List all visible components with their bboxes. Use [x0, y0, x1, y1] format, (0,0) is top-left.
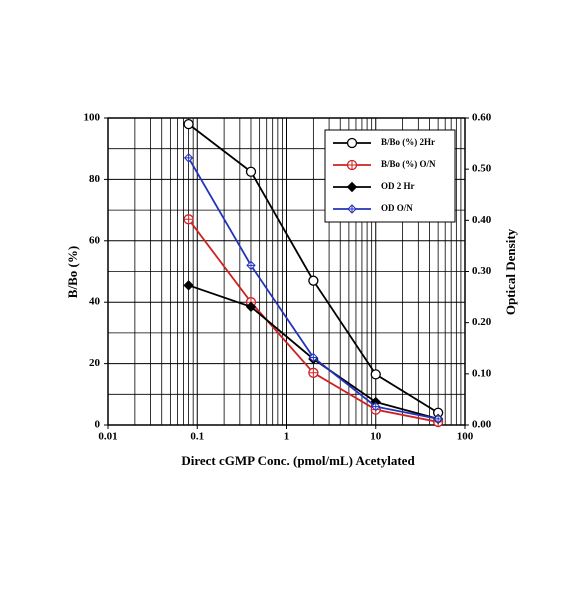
marker-plus	[348, 205, 356, 213]
marker-shape	[346, 137, 358, 149]
x-axis-label: Direct cGMP Conc. (pmol/mL) Acetylated	[181, 453, 415, 468]
legend-label: OD 2 Hr	[381, 181, 415, 191]
marker-shape	[183, 118, 194, 130]
legend: B/Bo (%) 2Hr B/Bo (%) O/N OD 2 Hr OD O/N	[324, 129, 456, 223]
marker-shape	[308, 275, 319, 286]
marker-plus	[348, 161, 356, 169]
marker-shape	[245, 301, 257, 313]
marker	[308, 367, 319, 378]
y2-tick-label: 0.50	[472, 163, 492, 175]
legend-label: B/Bo (%) O/N	[381, 159, 436, 169]
marker-shape	[370, 369, 381, 380]
y2-tick-label: 0.60	[472, 112, 492, 124]
marker	[183, 214, 194, 225]
marker-plus	[309, 368, 318, 377]
y2-tick-label: 0.40	[472, 214, 492, 226]
y2-tick-label: 0.00	[472, 419, 492, 431]
marker	[370, 369, 381, 380]
y2-tick-label: 0.30	[472, 265, 492, 277]
marker	[183, 153, 194, 163]
y2-axis-label: Optical Density	[503, 228, 518, 315]
plot-frame	[107, 117, 466, 426]
y-tick-label: 80	[89, 173, 101, 185]
marker-shape	[245, 166, 257, 177]
y-axis-label: B/Bo (%)	[65, 246, 80, 298]
marker	[347, 204, 357, 214]
y-tick-label: 60	[89, 234, 101, 246]
marker	[245, 301, 257, 313]
marker-plus	[434, 414, 443, 423]
marker	[346, 159, 358, 171]
marker	[346, 137, 358, 149]
marker-shape	[346, 181, 358, 193]
marker	[246, 260, 256, 271]
marker	[346, 181, 358, 193]
marker-plus	[309, 353, 318, 362]
y2-tick-label: 0.10	[472, 367, 492, 379]
y-tick-label: 40	[89, 296, 101, 308]
marker	[308, 352, 319, 363]
x-tick-label: 0.1	[190, 431, 204, 443]
legend-box	[324, 129, 456, 223]
marker	[183, 280, 194, 291]
x-tick-label: 100	[457, 431, 474, 443]
y-tick-label: 100	[84, 112, 101, 124]
marker-shape	[183, 280, 194, 291]
legend-label: B/Bo (%) 2Hr	[381, 137, 435, 147]
y-tick-label: 0	[95, 419, 101, 431]
x-tick-label: 0.01	[98, 431, 117, 443]
marker-plus	[184, 153, 193, 162]
marker-plus	[184, 215, 193, 224]
y-tick-label: 20	[89, 357, 101, 369]
y2-tick-label: 0.20	[472, 316, 492, 328]
marker	[245, 166, 257, 177]
legend-label: OD O/N	[381, 203, 413, 213]
marker	[371, 401, 381, 412]
x-tick-label: 10	[370, 431, 382, 443]
marker	[308, 275, 319, 286]
marker-plus	[371, 402, 380, 411]
marker	[183, 118, 194, 130]
marker	[433, 414, 443, 424]
x-tick-label: 1	[284, 431, 290, 443]
marker-plus	[246, 261, 255, 270]
